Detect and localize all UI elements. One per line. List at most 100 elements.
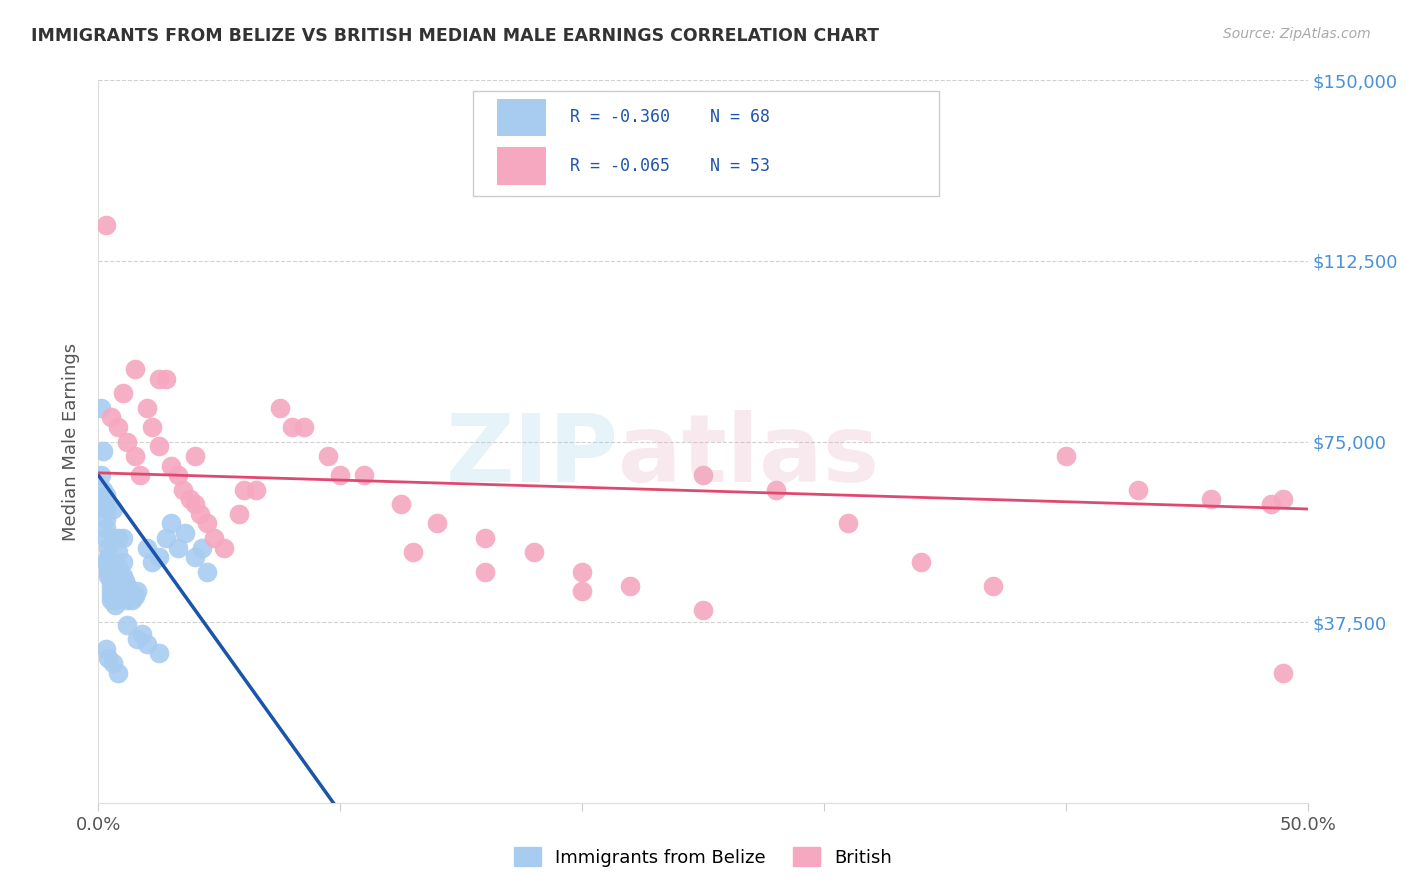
Text: R = -0.360    N = 68: R = -0.360 N = 68 [569, 109, 770, 127]
Point [1272, 492, 1295, 507]
Point [135, 541, 157, 555]
Point [91, 483, 114, 497]
Point [195, 516, 218, 531]
Point [232, 483, 254, 497]
Point [245, 483, 267, 497]
Point [108, 579, 131, 593]
Point [184, 449, 207, 463]
Point [910, 555, 932, 569]
Point [212, 541, 235, 555]
Legend: Immigrants from Belize, British: Immigrants from Belize, British [506, 840, 900, 874]
Point [765, 483, 787, 497]
Point [155, 372, 177, 386]
Point [107, 420, 129, 434]
Point [135, 637, 157, 651]
Point [117, 579, 139, 593]
Point [104, 589, 127, 603]
Point [1272, 665, 1295, 680]
Point [104, 593, 127, 607]
Point [108, 583, 131, 598]
Point [981, 579, 1004, 593]
Point [101, 555, 124, 569]
Point [100, 574, 122, 589]
Point [124, 589, 146, 603]
Point [160, 516, 183, 531]
Point [131, 627, 153, 641]
Point [141, 420, 163, 434]
Point [127, 632, 149, 646]
Point [174, 526, 197, 541]
Point [97, 541, 120, 555]
Point [100, 565, 122, 579]
Point [1128, 483, 1150, 497]
Point [228, 507, 250, 521]
Bar [498, 147, 546, 185]
Point [148, 647, 170, 661]
Point [111, 555, 134, 569]
Point [117, 617, 139, 632]
Point [167, 468, 190, 483]
Point [184, 550, 207, 565]
Point [94, 487, 117, 501]
Point [127, 583, 149, 598]
Point [1260, 497, 1282, 511]
Point [97, 651, 120, 665]
Text: R = -0.065    N = 53: R = -0.065 N = 53 [569, 157, 770, 175]
Point [104, 583, 127, 598]
Point [1199, 492, 1222, 507]
Point [188, 507, 211, 521]
Point [97, 565, 120, 579]
Point [94, 521, 117, 535]
FancyBboxPatch shape [474, 91, 939, 196]
Point [316, 449, 339, 463]
Point [619, 579, 641, 593]
Point [135, 401, 157, 415]
Point [107, 545, 129, 559]
Point [104, 599, 127, 613]
Point [837, 516, 859, 531]
Point [100, 589, 122, 603]
Y-axis label: Median Male Earnings: Median Male Earnings [62, 343, 80, 541]
Point [426, 516, 449, 531]
Point [128, 468, 150, 483]
Point [160, 458, 183, 473]
Point [692, 468, 714, 483]
Point [179, 492, 201, 507]
Point [117, 593, 139, 607]
Point [101, 502, 124, 516]
Text: IMMIGRANTS FROM BELIZE VS BRITISH MEDIAN MALE EARNINGS CORRELATION CHART: IMMIGRANTS FROM BELIZE VS BRITISH MEDIAN… [31, 27, 879, 45]
Point [114, 583, 136, 598]
Point [571, 583, 593, 598]
Point [91, 497, 114, 511]
Point [155, 531, 177, 545]
Point [94, 531, 117, 545]
Point [191, 541, 214, 555]
Point [292, 420, 315, 434]
Point [94, 555, 117, 569]
Point [91, 444, 114, 458]
Point [167, 541, 190, 555]
Point [101, 574, 124, 589]
Text: ZIP: ZIP [446, 410, 619, 502]
Point [402, 545, 425, 559]
Point [100, 583, 122, 598]
Point [124, 362, 146, 376]
Point [107, 665, 129, 680]
Point [94, 502, 117, 516]
Point [90, 401, 112, 415]
Point [107, 531, 129, 545]
Point [389, 497, 412, 511]
Point [97, 550, 120, 565]
Point [269, 401, 291, 415]
Point [101, 531, 124, 545]
Bar [498, 99, 546, 136]
Point [184, 497, 207, 511]
Text: Source: ZipAtlas.com: Source: ZipAtlas.com [1223, 27, 1371, 41]
Point [195, 565, 218, 579]
Point [111, 386, 134, 401]
Point [281, 420, 304, 434]
Point [100, 593, 122, 607]
Point [172, 483, 194, 497]
Text: atlas: atlas [619, 410, 879, 502]
Point [124, 449, 146, 463]
